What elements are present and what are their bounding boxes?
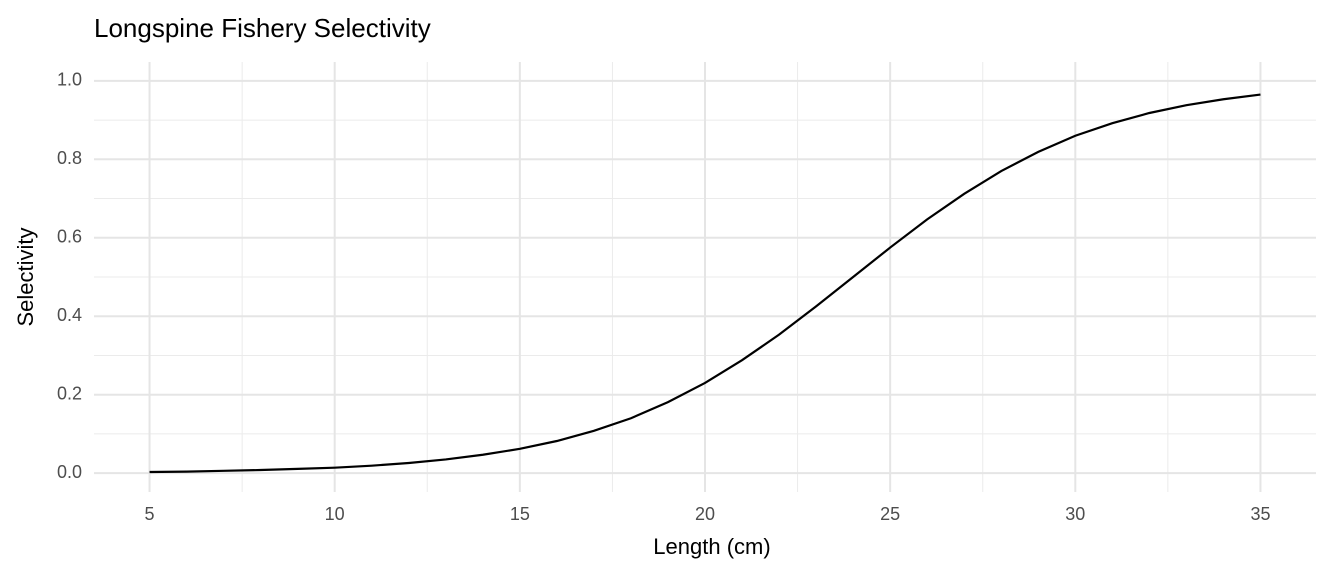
- selectivity-line: [149, 93, 1261, 474]
- y-tick-label: 0.6: [57, 227, 82, 247]
- y-axis-label: Selectivity: [13, 227, 38, 326]
- y-tick-label: 1.0: [57, 70, 82, 90]
- x-tick-label: 15: [510, 504, 530, 524]
- x-tick-label: 5: [145, 504, 155, 524]
- y-tick-label: 0.4: [57, 305, 82, 325]
- y-tick-label: 0.2: [57, 383, 82, 403]
- y-tick-label: 0.0: [57, 462, 82, 482]
- x-axis-label: Length (cm): [653, 534, 770, 559]
- x-tick-label: 20: [695, 504, 715, 524]
- x-tick-label: 30: [1065, 504, 1085, 524]
- y-tick-label: 0.8: [57, 148, 82, 168]
- x-tick-label: 10: [325, 504, 345, 524]
- x-tick-label: 35: [1250, 504, 1270, 524]
- chart-title: Longspine Fishery Selectivity: [94, 13, 431, 43]
- x-tick-label: 25: [880, 504, 900, 524]
